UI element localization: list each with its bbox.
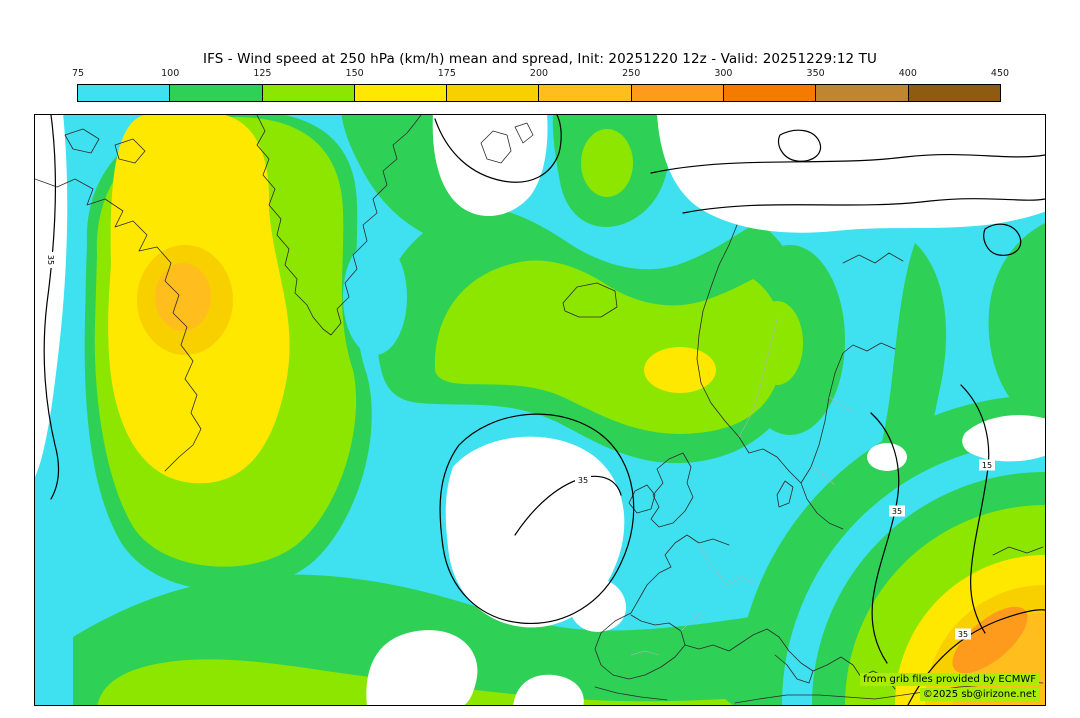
border-norway-sweden <box>738 318 778 438</box>
coast-great-britain <box>650 452 694 528</box>
colorbar-segment-c350 <box>816 85 909 101</box>
colorbar-tick-175: 175 <box>437 68 456 79</box>
coast-svalbard-1 <box>480 130 512 164</box>
contour-labels: 35 35 35 15 35 <box>45 252 995 640</box>
regions-cyan-pockets <box>343 239 1045 705</box>
region-white-top-right <box>657 115 1045 233</box>
colorbar-tick-125: 125 <box>253 68 272 79</box>
regions-below-75-white <box>35 115 1045 705</box>
svg-text:35: 35 <box>958 630 968 639</box>
colorbar-segment-c75 <box>78 85 171 101</box>
region-chartreuse-scandinavia <box>751 301 803 385</box>
region-white-bottom-blob <box>366 630 478 705</box>
coast-arctic-island-2 <box>114 138 146 164</box>
coast-ireland <box>628 484 656 514</box>
coast-kola <box>842 252 904 264</box>
region-white-bottom-small <box>513 674 584 705</box>
border-spain-france <box>630 612 702 656</box>
colorbar-tick-100: 100 <box>161 68 180 79</box>
colorbar-segment-c400 <box>908 85 1000 101</box>
region-green-right-edge-band <box>988 223 1045 429</box>
region-white-right-spot <box>867 443 907 471</box>
wind-map-svg: 35 35 35 15 35 <box>35 115 1045 705</box>
colorbar-segment-c175 <box>447 85 540 101</box>
colorbar-ticks: 75 100 125 150 175 200 250 300 350 400 450 <box>72 68 1009 81</box>
region-white-svalbard <box>432 115 548 217</box>
colorbar-segment-c200 <box>539 85 632 101</box>
colorbar-tick-450: 450 <box>990 68 1010 79</box>
coast-canada-arctic <box>35 178 202 472</box>
region-amber-canada <box>155 263 211 331</box>
svg-text:35: 35 <box>892 507 902 516</box>
coast-arctic-island-1 <box>64 128 100 154</box>
colorbar-tick-250: 250 <box>622 68 641 79</box>
country-borders <box>630 318 854 656</box>
colorbar-segment-c150 <box>354 85 448 101</box>
contour-svalbard-rim <box>434 115 562 183</box>
colorbar-segment-c100 <box>170 85 263 101</box>
region-white-center-tail <box>568 578 627 632</box>
colorbar-segment-c125 <box>262 85 355 101</box>
region-orange-corner-spot <box>952 606 1028 674</box>
coast-mediterranean-north <box>684 628 814 684</box>
colorbar-segment-c300 <box>724 85 817 101</box>
page-title: IFS - Wind speed at 250 hPa (km/h) mean … <box>203 51 877 67</box>
colorbar-tick-350: 350 <box>806 68 825 79</box>
coast-north-africa-west <box>594 686 668 701</box>
contour-center-loop <box>439 413 635 625</box>
contour-top-loop-2 <box>983 223 1022 256</box>
contour-top-right-1 <box>650 153 1045 174</box>
colorbar-tick-400: 400 <box>898 68 917 79</box>
region-yellow-central-spot <box>644 347 716 393</box>
colorbar-bar <box>77 84 1001 102</box>
regions-250-orange <box>952 606 1028 674</box>
coast-denmark <box>776 480 794 508</box>
coast-black-sea <box>992 546 1044 556</box>
spread-contours <box>43 115 1045 705</box>
contour-right-2 <box>960 384 990 634</box>
colorbar-tick-200: 200 <box>529 68 549 79</box>
map-attribution: from grib files provided by ECMWF ©2025 … <box>860 671 1039 701</box>
attribution-source: from grib files provided by ECMWF <box>860 673 1039 686</box>
svg-text:35: 35 <box>46 255 55 265</box>
coast-france-iberia <box>594 534 730 680</box>
region-white-right-pocket <box>962 415 1045 462</box>
map-panel: 35 35 35 15 35 <box>34 114 1046 706</box>
contour-top-loop-1 <box>777 129 822 162</box>
region-chartreuse-bottom-band <box>97 659 733 705</box>
contour-top-right-2 <box>682 198 1045 214</box>
colorbar-tick-75: 75 <box>71 68 85 79</box>
region-white-left-wedge <box>35 115 68 477</box>
coast-scandinavia <box>696 224 896 484</box>
contour-right-1 <box>870 412 900 664</box>
region-chartreuse-top-patch <box>581 129 633 197</box>
contour-label-center: 35 <box>575 474 591 486</box>
colorbar-tick-300: 300 <box>714 68 733 79</box>
svg-text:35: 35 <box>578 476 588 485</box>
coast-iceland <box>562 282 618 318</box>
colorbar-tick-150: 150 <box>345 68 364 79</box>
attribution-copyright: ©2025 sb@irizone.net <box>919 688 1039 701</box>
coast-svalbard-2 <box>514 122 534 144</box>
coast-baltic <box>800 482 844 530</box>
contour-label-bottom-right: 35 <box>955 628 971 640</box>
contour-label-right-b: 15 <box>979 459 995 471</box>
svg-text:15: 15 <box>982 461 992 470</box>
contour-left-edge <box>43 115 60 500</box>
contour-label-right-a: 35 <box>889 505 905 517</box>
contour-label-left: 35 <box>45 252 57 268</box>
colorbar-segment-c250 <box>631 85 725 101</box>
border-central-europe <box>810 396 854 486</box>
coast-greenland <box>256 115 422 336</box>
region-cyan-gap-pocket <box>343 239 407 355</box>
border-france-east <box>698 542 756 586</box>
